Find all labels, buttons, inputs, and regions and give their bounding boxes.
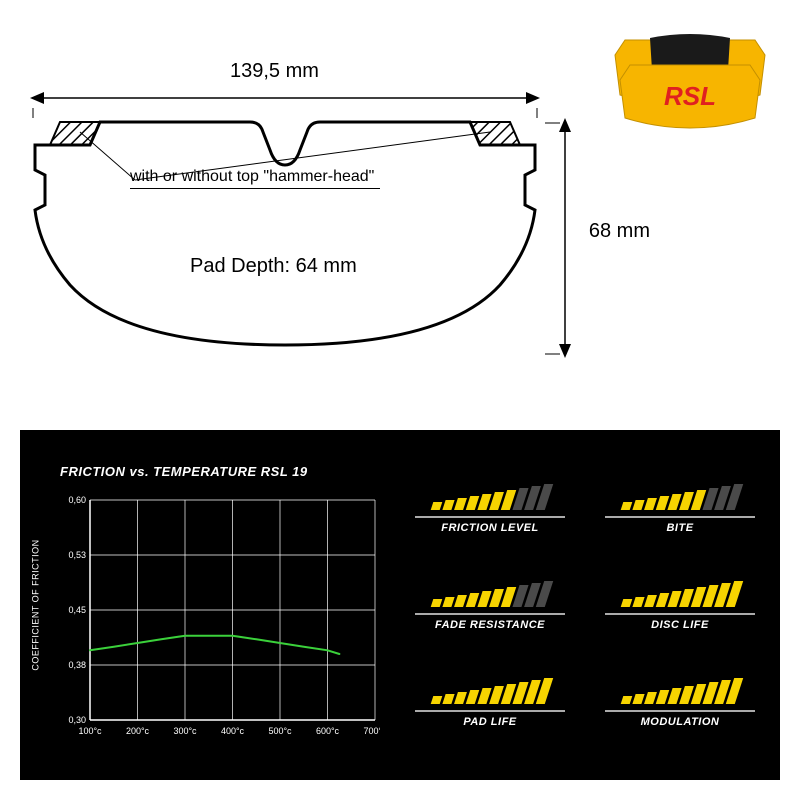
rating-modulation: MODULATION: [600, 663, 760, 740]
rating-bar-3: [454, 498, 467, 510]
height-dimension: 68 mm: [589, 220, 650, 243]
rating-bars: [432, 676, 549, 704]
svg-text:300°c: 300°c: [173, 726, 197, 736]
product-logo: RSL: [664, 81, 716, 111]
pad-diagram: 139,5 mm with or without top "hammer-hea…: [30, 60, 590, 390]
svg-text:600°c: 600°c: [316, 726, 340, 736]
performance-panel: FRICTION vs. TEMPERATURE RSL 19 COEFFICI…: [20, 430, 780, 780]
rating-label: FRICTION LEVEL: [415, 516, 565, 534]
rating-bars: [622, 676, 739, 704]
rating-bar-3: [644, 692, 657, 704]
width-dimension: 139,5 mm: [230, 60, 319, 83]
rating-bars: [432, 579, 549, 607]
svg-text:400°c: 400°c: [221, 726, 245, 736]
rating-bar-2: [442, 694, 454, 704]
rating-pad-life: PAD LIFE: [410, 663, 570, 740]
rating-bar-3: [644, 595, 657, 607]
rating-bar-2: [632, 694, 644, 704]
product-photo: RSL: [600, 20, 780, 140]
ratings-grid: FRICTION LEVEL BITE FADE RESISTANCE DISC LI…: [390, 430, 780, 780]
rating-label: DISC LIFE: [605, 613, 755, 631]
svg-text:200°c: 200°c: [126, 726, 150, 736]
friction-chart: FRICTION vs. TEMPERATURE RSL 19 COEFFICI…: [20, 430, 390, 780]
svg-text:500°c: 500°c: [268, 726, 292, 736]
technical-drawing-section: RSL 139,5 mm w: [0, 0, 800, 410]
annotation-underline: [130, 188, 380, 189]
rating-bar-3: [454, 595, 467, 607]
rating-bars: [432, 482, 549, 510]
rating-label: PAD LIFE: [415, 710, 565, 728]
hammerhead-annotation: with or without top "hammer-head": [130, 168, 374, 186]
rating-bar-2: [442, 597, 454, 607]
svg-text:0,30: 0,30: [68, 715, 86, 725]
svg-text:100°c: 100°c: [78, 726, 102, 736]
rating-label: FADE RESISTANCE: [415, 613, 565, 631]
rating-bar-4: [655, 690, 669, 704]
rating-bar-4: [465, 690, 479, 704]
svg-text:0,53: 0,53: [68, 550, 86, 560]
rating-friction-level: FRICTION LEVEL: [410, 470, 570, 547]
rating-bar-3: [644, 498, 657, 510]
rating-bar-1: [430, 599, 442, 607]
rating-bars: [622, 579, 739, 607]
rating-label: BITE: [605, 516, 755, 534]
rating-bite: BITE: [600, 470, 760, 547]
rating-fade-resistance: FADE RESISTANCE: [410, 567, 570, 644]
rating-bar-1: [620, 696, 632, 704]
chart-title: FRICTION vs. TEMPERATURE RSL 19: [60, 464, 308, 479]
svg-text:0,45: 0,45: [68, 605, 86, 615]
rating-bars: [622, 482, 739, 510]
pad-depth-label: Pad Depth: 64 mm: [190, 255, 357, 278]
rating-disc-life: DISC LIFE: [600, 567, 760, 644]
chart-svg: 0,30 0,38 0,45 0,53 0,60 100°c 200°c 300°c 400°c…: [60, 490, 380, 750]
rating-bar-1: [620, 502, 632, 510]
rating-bar-3: [454, 692, 467, 704]
rating-bar-1: [620, 599, 632, 607]
rating-bar-1: [430, 696, 442, 704]
rating-bar-4: [655, 593, 669, 607]
rating-bar-2: [632, 500, 644, 510]
rating-bar-1: [430, 502, 442, 510]
svg-text:700°c: 700°c: [363, 726, 380, 736]
svg-text:0,60: 0,60: [68, 495, 86, 505]
rating-bar-2: [632, 597, 644, 607]
rating-bar-2: [442, 500, 454, 510]
chart-ylabel: COEFFICIENT OF FRICTION: [31, 539, 41, 670]
rating-label: MODULATION: [605, 710, 755, 728]
svg-text:0,38: 0,38: [68, 660, 86, 670]
rating-bar-4: [465, 593, 479, 607]
